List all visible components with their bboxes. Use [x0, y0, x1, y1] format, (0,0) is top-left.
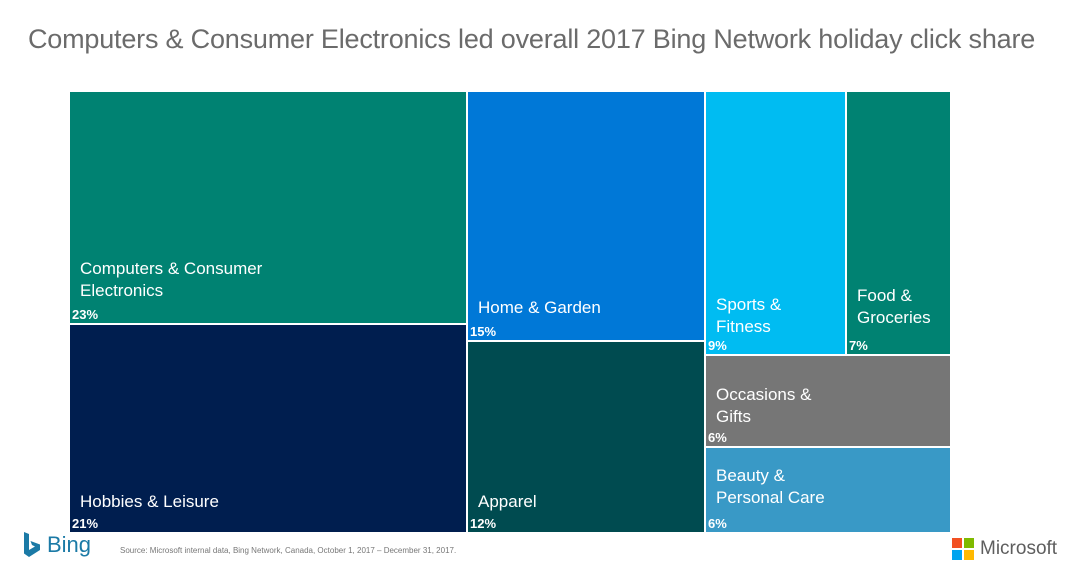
bing-logo: Bing [22, 531, 91, 559]
treemap-tile: Computers & Consumer Electronics 23% [70, 92, 468, 325]
tile-label: Occasions & Gifts [716, 385, 812, 426]
tile-label: Food & Groceries [857, 286, 931, 327]
tile-value-label: 12% [470, 516, 497, 531]
bing-logo-text: Bing [47, 532, 92, 557]
tile-label: Hobbies & Leisure [80, 492, 219, 511]
microsoft-squares-icon [952, 538, 974, 560]
microsoft-logo: Microsoft [952, 538, 1057, 560]
tile-value-label: 6% [708, 430, 727, 445]
treemap-tile: Apparel 12% [468, 342, 706, 534]
tile-label: Sports & Fitness [716, 295, 782, 336]
tile-label: Home & Garden [478, 298, 601, 317]
tile-value-label: 9% [708, 338, 727, 353]
tile-value-label: 23% [72, 307, 99, 322]
treemap-tile: Home & Garden 15% [468, 92, 706, 342]
treemap-tile: Hobbies & Leisure 21% [70, 325, 468, 534]
treemap-tile: Beauty & Personal Care 6% [706, 448, 952, 534]
treemap-tile: Food & Groceries 7% [847, 92, 952, 356]
treemap-tile: Sports & Fitness 9% [706, 92, 847, 356]
tile-value-label: 7% [849, 338, 868, 353]
treemap-tile: Occasions & Gifts 6% [706, 356, 952, 448]
microsoft-logo-text: Microsoft [980, 538, 1058, 559]
tile-label: Computers & Consumer Electronics [80, 259, 263, 300]
tile-value-label: 15% [470, 324, 497, 339]
tile-value-label: 6% [708, 516, 727, 531]
tile-value-label: 21% [72, 516, 99, 531]
chart-title: Computers & Consumer Electronics led ove… [28, 24, 1036, 54]
tile-label: Apparel [478, 492, 537, 511]
tile-label: Beauty & Personal Care [716, 466, 825, 507]
treemap-chart: Computers & Consumer Electronics 23% Hobbi… [70, 92, 952, 534]
source-note: Source: Microsoft internal data, Bing Ne… [120, 546, 457, 555]
bing-b-icon [24, 532, 40, 557]
